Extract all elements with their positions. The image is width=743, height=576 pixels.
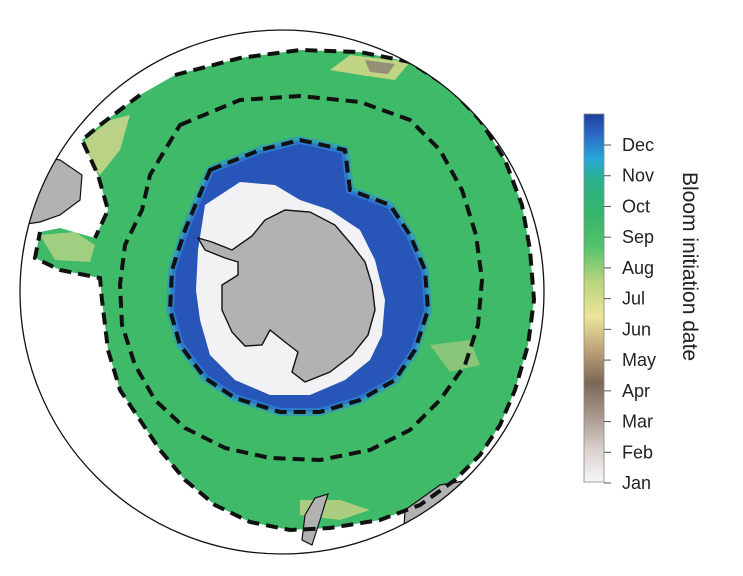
colorbar-tick-label-jul: Jul: [622, 289, 645, 309]
colorbar-tick-label-feb: Feb: [622, 442, 653, 462]
inner-front-line: [167, 137, 431, 414]
colorbar-gradient: [583, 113, 605, 483]
outer-front-line-north: [79, 93, 142, 239]
colorbar-tick-label-may: May: [622, 350, 656, 370]
colorbar-tick-label-jan: Jan: [622, 473, 651, 493]
middle-front-line: [117, 93, 485, 463]
colorbar-tick-label-oct: Oct: [622, 196, 650, 216]
colorbar-title: Bloom initiation date: [678, 172, 701, 361]
autumn-bloom-patch-southwest: [40, 232, 95, 262]
australia-nz-landmass: [301, 493, 329, 546]
antarctica-landmass: [196, 209, 376, 383]
colorbar: Dec Nov Oct Sep Aug Jul Jun May Apr Mar Feb Jan Blo…: [583, 113, 701, 493]
brown-patch-north: [365, 60, 395, 74]
colorbar-tick-label-aug: Aug: [622, 258, 654, 278]
autumn-bloom-patch-east: [430, 340, 480, 372]
colorbar-tick-label-sep: Sep: [622, 227, 654, 247]
autumn-bloom-patch-northwest: [85, 115, 130, 175]
colorbar-tick-label-jun: Jun: [622, 319, 651, 339]
colorbar-tick-label-nov: Nov: [622, 166, 654, 186]
colorbar-tick-label-mar: Mar: [622, 412, 653, 432]
colorbar-tick-label-dec: Dec: [622, 135, 654, 155]
globe-outline: [19, 29, 545, 555]
colorbar-tick-label-apr: Apr: [622, 381, 650, 401]
